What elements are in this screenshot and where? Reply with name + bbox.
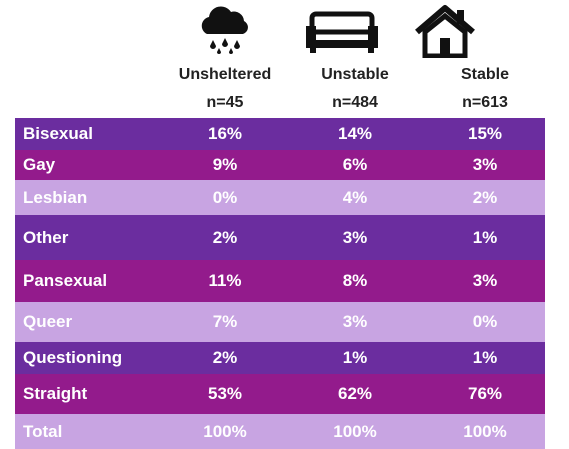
column-label: Stable: [460, 66, 509, 83]
column-label: Unsheltered: [178, 66, 272, 83]
row-label: Queer: [23, 312, 73, 331]
column-n: n=613: [462, 94, 508, 111]
row-label: Gay: [23, 155, 56, 174]
cell-value: 0%: [212, 187, 238, 207]
table-row: Total 100% 100% 100%: [15, 414, 545, 449]
row-label: Other: [23, 227, 69, 247]
column-n: n=484: [332, 94, 378, 111]
cell-value: 76%: [467, 384, 503, 403]
table-row: Other 2% 3% 1%: [15, 215, 545, 260]
cell-value: 3%: [472, 271, 498, 290]
table-row: Questioning 2% 1% 1%: [15, 342, 545, 374]
row-label: Straight: [23, 384, 88, 403]
table-row: Pansexual 11% 8% 3%: [15, 260, 545, 302]
cell-value: 16%: [207, 124, 243, 143]
cell-value: 100%: [463, 421, 507, 441]
table-row: Bisexual 16% 14% 15%: [15, 118, 545, 150]
cell-value: 3%: [342, 312, 368, 331]
house-icon: [415, 5, 475, 58]
cell-value: 1%: [472, 348, 498, 367]
column-label: Unstable: [321, 66, 389, 83]
cell-value: 9%: [212, 155, 238, 174]
cell-value: 3%: [472, 155, 498, 174]
cell-value: 2%: [212, 227, 238, 247]
cell-value: 11%: [208, 271, 242, 290]
couch-icon: [306, 11, 378, 53]
cell-value: 8%: [342, 271, 368, 290]
cell-value: 2%: [472, 187, 498, 207]
cell-value: 4%: [342, 187, 368, 207]
table-row: Gay 9% 6% 3%: [15, 150, 545, 180]
table-row: Straight 53% 62% 76%: [15, 374, 545, 414]
row-label: Total: [23, 421, 63, 441]
cell-value: 53%: [207, 384, 243, 403]
row-label: Pansexual: [23, 271, 108, 290]
cell-value: 100%: [333, 421, 377, 441]
cell-value: 0%: [472, 312, 498, 331]
row-label: Questioning: [23, 348, 123, 367]
cell-value: 62%: [337, 384, 373, 403]
cell-value: 2%: [212, 348, 238, 367]
cell-value: 100%: [203, 421, 247, 441]
cell-value: 1%: [472, 227, 498, 247]
table-row: Queer 7% 3% 0%: [15, 302, 545, 342]
cell-value: 6%: [342, 155, 368, 174]
cell-value: 15%: [467, 124, 503, 143]
row-label: Bisexual: [23, 124, 93, 143]
row-label: Lesbian: [23, 187, 88, 207]
table-row: Lesbian 0% 4% 2%: [15, 180, 545, 215]
cell-value: 1%: [342, 348, 368, 367]
column-n: n=45: [206, 94, 244, 111]
cell-value: 14%: [337, 124, 373, 143]
cell-value: 7%: [212, 312, 238, 331]
cell-value: 3%: [342, 227, 368, 247]
rain-cloud-icon: [201, 6, 248, 54]
